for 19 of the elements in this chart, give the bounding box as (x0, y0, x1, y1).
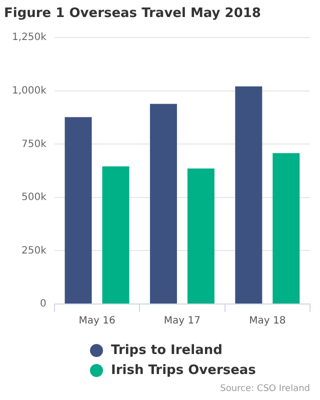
y-tick-label: 1,250k (12, 32, 47, 44)
bar (64, 117, 92, 304)
source-note: Source: CSO Ireland (220, 384, 310, 394)
y-tick-label: 250k (22, 245, 47, 256)
legend-label: Trips to Ireland (111, 342, 222, 358)
chart-title: Figure 1 Overseas Travel May 2018 (4, 6, 261, 22)
bar (102, 166, 130, 304)
x-tick-label: May 18 (249, 316, 286, 327)
bar (272, 153, 300, 304)
y-tick-label: 750k (22, 138, 47, 150)
bar (187, 168, 214, 304)
bar (150, 104, 177, 304)
x-tick-label: May 16 (78, 316, 116, 327)
y-tick-label: 1,000k (12, 85, 47, 96)
bar (235, 86, 262, 304)
y-tick-label: 0 (40, 298, 46, 310)
y-tick-label: 500k (22, 192, 47, 204)
legend-label: Irish Trips Overseas (111, 362, 256, 378)
x-tick-label: May 17 (164, 316, 200, 327)
